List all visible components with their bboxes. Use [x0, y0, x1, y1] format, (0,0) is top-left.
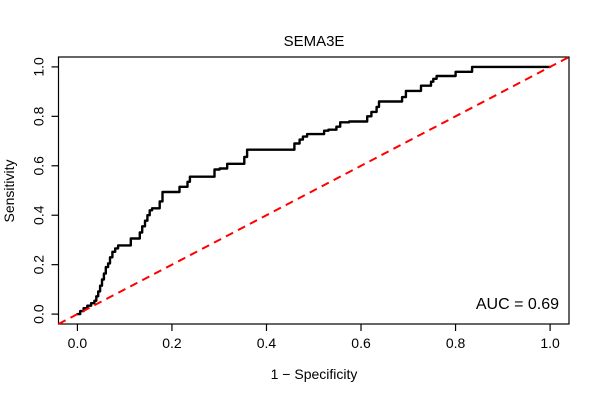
y-axis-label: Sensitivity — [1, 159, 17, 222]
x-tick-label: 0.6 — [351, 335, 371, 351]
x-tick-label: 0.2 — [162, 335, 182, 351]
y-tick-label: 0.4 — [31, 205, 47, 225]
roc-curve-line — [76, 65, 552, 316]
x-tick-label: 0.4 — [257, 335, 277, 351]
y-tick-label: 0.8 — [31, 106, 47, 126]
y-tick-label: 0.0 — [31, 304, 47, 324]
y-tick-label: 0.2 — [31, 255, 47, 275]
plot-border — [57, 56, 570, 325]
y-tick-label: 1.0 — [31, 57, 47, 77]
chance-diagonal-line — [58, 56, 570, 325]
x-axis-label: 1 − Specificity — [271, 366, 358, 382]
auc-annotation: AUC = 0.69 — [476, 296, 559, 313]
x-tick-label: 0.0 — [68, 335, 88, 351]
y-axis-ticks: 0.0 0.2 0.4 0.6 0.8 1.0 — [31, 57, 59, 324]
y-tick-label: 0.6 — [31, 156, 47, 176]
x-tick-label: 0.8 — [446, 335, 466, 351]
x-tick-label: 1.0 — [540, 335, 560, 351]
chart-title: SEMA3E — [284, 33, 345, 50]
x-axis-ticks: 0.0 0.2 0.4 0.6 0.8 1.0 — [68, 324, 560, 351]
series-layer — [58, 56, 570, 325]
